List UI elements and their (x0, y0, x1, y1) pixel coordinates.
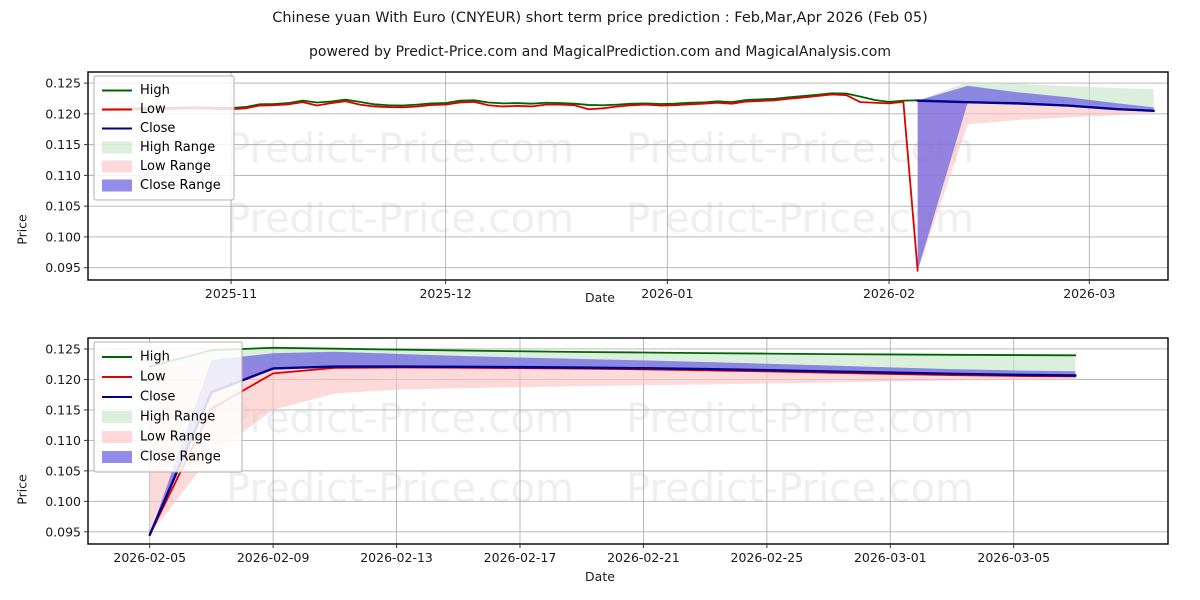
legend-swatch-band (102, 431, 132, 443)
svg-text:0.100: 0.100 (45, 229, 81, 244)
bottom-chart-svg: Predict-Price.com Predict-Price.com Predic… (45, 337, 1169, 565)
legend-item-high-range[interactable]: High Range (102, 410, 215, 425)
top-chart-y-axis-label: Price (14, 214, 30, 245)
series-line-high (101, 92, 919, 111)
y-axis-ticks: 0.095 0.100 0.105 0.110 0.115 0.120 0.125 (45, 76, 88, 275)
svg-text:2026-02-09: 2026-02-09 (237, 550, 310, 565)
legend-swatch-band (102, 160, 132, 173)
plot-frame (87, 71, 1169, 281)
legend-label: High Range (140, 140, 215, 155)
svg-text:2025-12: 2025-12 (419, 286, 471, 301)
series-line-low (101, 93, 919, 272)
legend-swatch-band (102, 411, 132, 423)
page-title: Chinese yuan With Euro (CNYEUR) short te… (272, 10, 928, 26)
svg-text:Predict-Price.com: Predict-Price.com (226, 126, 574, 172)
legend-item-low[interactable]: Low (102, 102, 166, 117)
bottom-chart-x-axis-label: Date (585, 569, 615, 584)
svg-text:2026-02-13: 2026-02-13 (360, 550, 433, 565)
legend-label: Close Range (140, 450, 221, 465)
svg-text:2026-02-25: 2026-02-25 (731, 550, 804, 565)
legend-swatch-band (102, 141, 132, 154)
svg-text:Predict-Price.com: Predict-Price.com (226, 196, 574, 242)
legend-item-close[interactable]: Close (102, 121, 175, 136)
legend-label: Low (140, 370, 166, 385)
series-line-close (916, 99, 1155, 112)
legend-label: High (140, 350, 170, 365)
series-line-high (148, 346, 1077, 368)
top-chart-x-axis-label: Date (585, 290, 615, 305)
close-range-band (917, 85, 1154, 271)
legend: High Low Close High Range Low Range Close Ran… (93, 341, 243, 473)
svg-text:0.110: 0.110 (45, 168, 81, 183)
top-chart-panel: Price Predict-Price.com Predict-Price.com… (0, 62, 1200, 312)
svg-text:2026-02: 2026-02 (863, 286, 915, 301)
svg-text:2026-03-01: 2026-03-01 (854, 550, 927, 565)
legend-label: Low Range (140, 430, 211, 445)
svg-text:0.120: 0.120 (45, 372, 81, 387)
svg-text:2026-03: 2026-03 (1063, 286, 1115, 301)
legend-item-low[interactable]: Low (102, 370, 166, 385)
legend-label: Close (140, 390, 175, 405)
y-axis-ticks: 0.095 0.100 0.105 0.110 0.115 0.120 0.125 (45, 341, 88, 539)
page-subtitle: powered by Predict-Price.com and Magical… (309, 44, 891, 60)
watermark: Predict-Price.com Predict-Price.com Predic… (226, 396, 974, 512)
watermark: Predict-Price.com Predict-Price.com Predic… (226, 126, 974, 242)
svg-text:Predict-Price.com: Predict-Price.com (626, 396, 974, 442)
svg-text:0.120: 0.120 (45, 106, 81, 121)
legend-item-high-range[interactable]: High Range (102, 140, 215, 155)
top-chart-svg: Predict-Price.com Predict-Price.com Predic… (45, 71, 1169, 301)
legend-label: Close (140, 121, 175, 136)
legend-item-close-range[interactable]: Close Range (102, 178, 221, 193)
series-line-close (148, 365, 1077, 537)
legend-label: Low Range (140, 159, 211, 174)
svg-text:2026-02-21: 2026-02-21 (607, 550, 680, 565)
svg-text:Predict-Price.com: Predict-Price.com (626, 126, 974, 172)
svg-text:2025-11: 2025-11 (205, 286, 257, 301)
plot-frame (87, 337, 1169, 545)
legend-item-close[interactable]: Close (102, 390, 175, 405)
x-axis-ticks: 2026-02-05 2026-02-09 2026-02-13 2026-02-17… (113, 544, 1050, 565)
bottom-chart-y-axis-label: Price (14, 474, 30, 505)
svg-text:0.125: 0.125 (45, 341, 81, 356)
legend-label: High (140, 83, 170, 98)
svg-text:Predict-Price.com: Predict-Price.com (226, 466, 574, 512)
svg-text:Predict-Price.com: Predict-Price.com (626, 196, 974, 242)
svg-text:0.110: 0.110 (45, 433, 81, 448)
x-axis-ticks: 2025-11 2025-12 2026-01 2026-02 2026-03 (205, 280, 1115, 301)
legend-item-high[interactable]: High (102, 83, 170, 98)
legend: High Low Close High Range Low Range Close Ran… (93, 75, 235, 201)
legend-swatch-band (102, 179, 132, 192)
svg-text:2026-01: 2026-01 (641, 286, 693, 301)
legend-label: Close Range (140, 178, 221, 193)
svg-text:2026-03-05: 2026-03-05 (977, 550, 1050, 565)
svg-text:0.095: 0.095 (45, 524, 81, 539)
svg-text:Predict-Price.com: Predict-Price.com (626, 466, 974, 512)
legend-item-low-range[interactable]: Low Range (102, 159, 211, 174)
svg-text:0.115: 0.115 (45, 137, 81, 152)
legend-item-low-range[interactable]: Low Range (102, 430, 211, 445)
svg-text:0.100: 0.100 (45, 494, 81, 509)
legend-label: High Range (140, 410, 215, 425)
legend-item-close-range[interactable]: Close Range (102, 450, 221, 465)
legend-swatch-band (102, 451, 132, 463)
bottom-chart-panel: Price Predict-Price.com Predict-Price.com… (0, 322, 1200, 592)
svg-text:0.105: 0.105 (45, 199, 81, 214)
svg-text:0.095: 0.095 (45, 260, 81, 275)
svg-text:0.105: 0.105 (45, 463, 81, 478)
legend-item-high[interactable]: High (102, 350, 170, 365)
svg-text:2026-02-17: 2026-02-17 (484, 550, 557, 565)
svg-text:0.115: 0.115 (45, 402, 81, 417)
svg-text:2026-02-05: 2026-02-05 (113, 550, 186, 565)
svg-text:0.125: 0.125 (45, 76, 81, 91)
legend-label: Low (140, 102, 166, 117)
